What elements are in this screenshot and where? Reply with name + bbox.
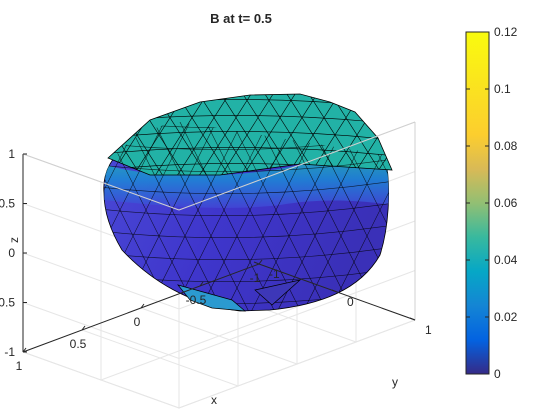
colorbar-tick-label: 0	[494, 367, 501, 381]
mesh-line	[0, 80, 18, 190]
mesh-line	[398, 90, 518, 330]
mesh-line	[319, 122, 389, 311]
y-tick-label: 0	[347, 295, 354, 309]
colorbar-tick-label: 0.06	[494, 196, 518, 210]
mesh-line	[103, 157, 389, 173]
y-tick	[409, 317, 416, 321]
colorbar-tick-label: 0.08	[494, 139, 518, 153]
mesh-line	[189, 94, 261, 175]
x-tick	[258, 259, 263, 265]
x-tick	[140, 303, 145, 309]
z-axis-label: z	[7, 237, 21, 243]
surface-cap	[107, 93, 393, 176]
x-axis-label: x	[211, 393, 217, 407]
mesh-line	[293, 122, 389, 311]
surface-notch	[254, 279, 302, 306]
y-tick	[253, 261, 260, 265]
mesh-line	[108, 147, 392, 157]
x-tick-label: 0	[134, 315, 141, 329]
colorbar-tick-label: 0.04	[494, 253, 518, 267]
mesh-line	[103, 179, 389, 195]
mesh-line	[103, 201, 389, 217]
x-tick-label: 0.5	[70, 337, 87, 351]
colorbar-tick-label: 0.1	[494, 82, 511, 96]
mesh-line	[0, 80, 18, 190]
mesh-line	[211, 94, 283, 175]
y-tick-label: -1	[269, 267, 280, 281]
box-edge	[178, 121, 416, 211]
mesh-line	[103, 223, 389, 239]
x-tick-label: -1	[250, 271, 261, 285]
y-tick-label: 1	[425, 323, 432, 337]
y-axis-label: y	[392, 375, 398, 389]
mesh-line	[398, 90, 518, 330]
box-edge	[22, 153, 180, 211]
surface-flap	[177, 284, 247, 312]
y-gridline	[100, 182, 338, 381]
x-tick	[81, 325, 86, 331]
x-tick	[199, 281, 204, 287]
surface-value-band	[104, 155, 389, 208]
z-tick-label: 0.5	[0, 197, 15, 211]
x-tick-label: 1	[16, 359, 23, 373]
colorbar-tick-label: 0.02	[494, 310, 518, 324]
z-tick-label: 1	[8, 147, 15, 161]
chart-title: B at t= 0.5	[210, 11, 272, 26]
y-tick	[331, 289, 338, 293]
x-tick-label: -0.5	[186, 293, 207, 307]
mesh-line	[108, 131, 392, 141]
z-tick-label: -1	[4, 345, 15, 359]
z-tick-label: -0.5	[0, 296, 15, 310]
z-tick-label: 0	[8, 246, 15, 260]
colorbar-tick-label: 0.12	[494, 25, 518, 39]
mesh-line	[167, 94, 239, 175]
mesh-line	[103, 122, 181, 311]
mesh-line	[103, 245, 389, 261]
x-tick	[22, 347, 27, 353]
